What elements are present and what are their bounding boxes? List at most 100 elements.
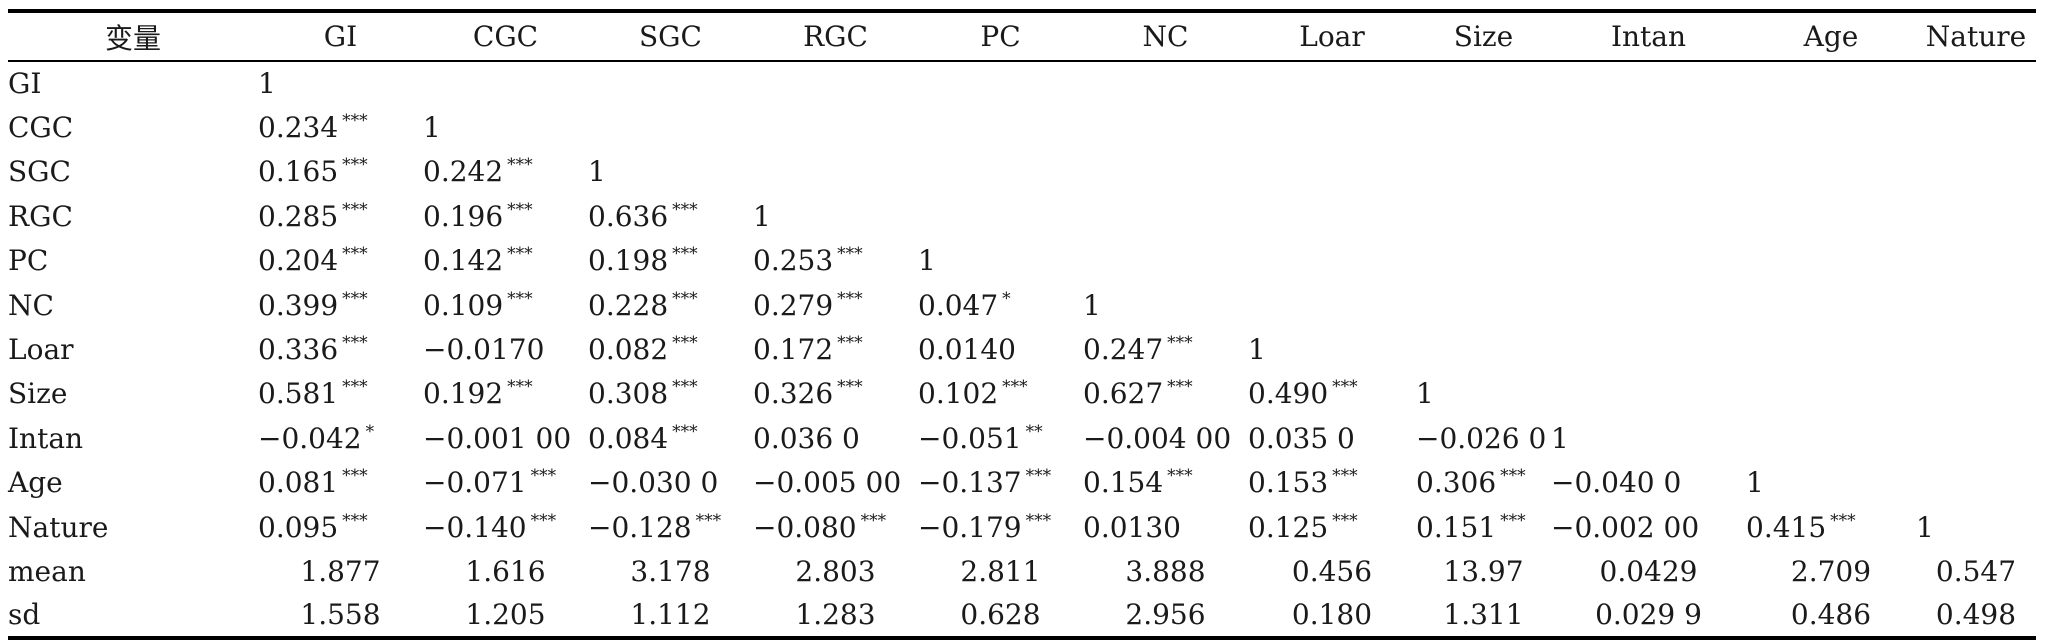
- cell-value: 0.456: [1291, 554, 1373, 588]
- significance-stars: ***: [672, 244, 698, 265]
- cell-value: 1: [1916, 510, 1934, 544]
- table-cell: 0.180: [1248, 593, 1416, 640]
- table-cell: [1916, 283, 2036, 327]
- table-cell: 1: [918, 239, 1083, 283]
- table-row: PC 0.204 *** 0.142 *** 0.198 *** 0.253 *** 1: [8, 239, 2036, 283]
- significance-stars: ***: [837, 333, 863, 354]
- table-cell: [1083, 105, 1248, 149]
- table-cell: −0.001 00: [423, 416, 588, 460]
- cell-value: 1: [423, 111, 441, 145]
- significance-stars: ***: [1332, 510, 1358, 531]
- significance-stars: ***: [530, 466, 557, 487]
- header-nc: NC: [1083, 9, 1248, 62]
- table-cell: 0.036 0: [753, 416, 918, 460]
- cell-value: 0.151: [1416, 510, 1497, 544]
- table-cell: [1551, 194, 1746, 238]
- cell-value: 0.102: [918, 377, 999, 411]
- significance-stars: ***: [860, 510, 887, 531]
- significance-stars: ***: [507, 244, 533, 265]
- correlation-table: 变量 GI CGC SGC RGC PC NC Loar Size Intan Age Nature …: [8, 9, 2036, 640]
- header-cgc: CGC: [423, 9, 588, 62]
- table-cell: −0.179 ***: [918, 505, 1083, 549]
- table-row: RGC 0.285 *** 0.196 *** 0.636 *** 1: [8, 194, 2036, 238]
- significance-stars: ***: [507, 288, 533, 309]
- cell-value: 1.283: [795, 598, 876, 632]
- significance-stars: ***: [342, 199, 368, 220]
- table-cell: −0.128 ***: [588, 505, 753, 549]
- table-cell: 0.165 ***: [258, 150, 423, 194]
- cell-value: 0.084: [588, 421, 669, 455]
- table-cell: 0.486: [1746, 593, 1916, 640]
- significance-stars: ***: [695, 510, 722, 531]
- table-cell: −0.002 00: [1551, 505, 1746, 549]
- table-cell: −0.004 00: [1083, 416, 1248, 460]
- table-cell: 1.112: [588, 593, 753, 640]
- cell-value: 0.636: [588, 199, 669, 233]
- table-cell: 0.192 ***: [423, 372, 588, 416]
- table-cell: 0.196 ***: [423, 194, 588, 238]
- cell-value: 0.234: [258, 111, 339, 145]
- table-cell: 0.109 ***: [423, 283, 588, 327]
- header-row: 变量 GI CGC SGC RGC PC NC Loar Size Intan Age Nature: [8, 9, 2036, 62]
- cell-value: −0.004 00: [1083, 421, 1232, 455]
- cell-value: 0.336: [258, 333, 339, 367]
- table-cell: 0.308 ***: [588, 372, 753, 416]
- row-label: sd: [8, 593, 258, 640]
- table-cell: 1.616: [423, 549, 588, 593]
- cell-value: −0.0170: [423, 333, 545, 367]
- table-row: NC 0.399 *** 0.109 *** 0.228 *** 0.279 *** 0.047 *…: [8, 283, 2036, 327]
- table-cell: −0.140 ***: [423, 505, 588, 549]
- cell-value: 0.242: [423, 155, 504, 189]
- table-row: mean 1.877 1.616 3.178 2.803 2.811 3.888 0.456 1…: [8, 549, 2036, 593]
- cell-value: 0.047: [918, 288, 999, 322]
- significance-stars: ***: [672, 288, 698, 309]
- cell-value: 0.628: [960, 598, 1041, 632]
- table-cell: 0.142 ***: [423, 239, 588, 283]
- significance-stars: ***: [342, 288, 368, 309]
- table-cell: [1416, 239, 1551, 283]
- significance-stars: *: [1002, 288, 1011, 309]
- table-cell: 1: [1916, 505, 2036, 549]
- cell-value: −0.071: [423, 466, 527, 500]
- cell-value: 1: [918, 244, 936, 278]
- table-cell: 0.153 ***: [1248, 461, 1416, 505]
- header-rgc: RGC: [753, 9, 918, 62]
- cell-value: 0.095: [258, 510, 339, 544]
- table-cell: 1.558: [258, 593, 423, 640]
- table-cell: 0.095 ***: [258, 505, 423, 549]
- table-cell: 0.253 ***: [753, 239, 918, 283]
- table-cell: −0.030 0: [588, 461, 753, 505]
- cell-value: 1.311: [1443, 598, 1524, 632]
- table-cell: [1083, 239, 1248, 283]
- table-cell: [1746, 372, 1916, 416]
- cell-value: 0.081: [258, 466, 339, 500]
- table-cell: [1416, 105, 1551, 149]
- table-cell: 3.178: [588, 549, 753, 593]
- header-sgc: SGC: [588, 9, 753, 62]
- row-label: CGC: [8, 111, 74, 145]
- cell-value: −0.179: [918, 510, 1022, 544]
- cell-value: 3.178: [630, 554, 711, 588]
- cell-value: −0.140: [423, 510, 527, 544]
- cell-value: 1.616: [465, 554, 546, 588]
- table-cell: 0.456: [1248, 549, 1416, 593]
- table-cell: 1: [1416, 372, 1551, 416]
- significance-stars: ***: [837, 244, 863, 265]
- significance-stars: ***: [672, 421, 698, 442]
- cell-value: 0.253: [753, 244, 834, 278]
- significance-stars: ***: [1025, 510, 1052, 531]
- cell-value: −0.128: [588, 510, 692, 544]
- cell-value: −0.042: [258, 421, 362, 455]
- cell-value: 0.180: [1291, 598, 1373, 632]
- cell-value: 0.204: [258, 244, 339, 278]
- cell-value: 0.035 0: [1248, 421, 1355, 455]
- table-cell: 1.283: [753, 593, 918, 640]
- table-cell: [1916, 194, 2036, 238]
- row-label: SGC: [8, 155, 71, 189]
- table-cell: 1.205: [423, 593, 588, 640]
- cell-value: 0.399: [258, 288, 339, 322]
- row-label: Nature: [8, 510, 109, 544]
- table-cell: 0.581 ***: [258, 372, 423, 416]
- table-cell: [1746, 283, 1916, 327]
- table-cell: 0.306 ***: [1416, 461, 1551, 505]
